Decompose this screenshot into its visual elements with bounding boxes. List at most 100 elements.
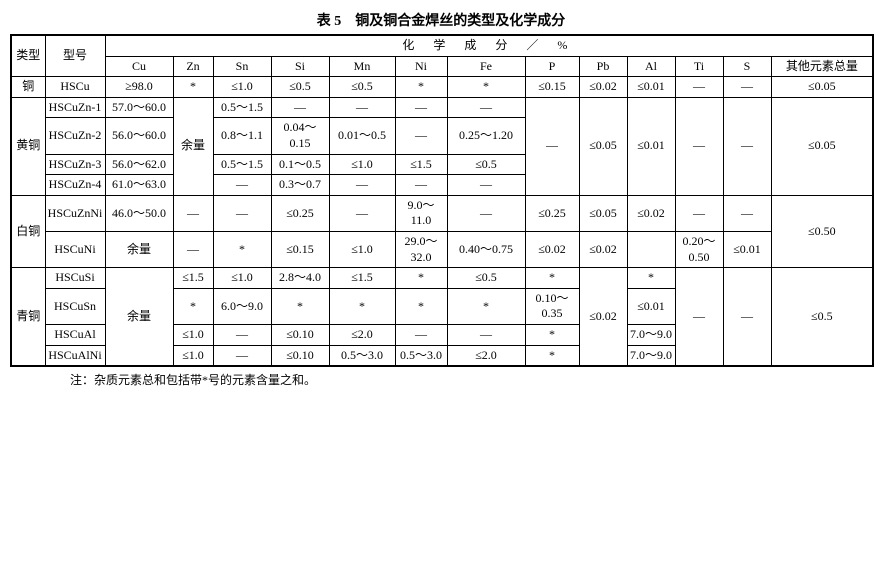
cell: — [395,175,447,196]
hdr-si: Si [271,56,329,77]
cell: 2.8～4.0 [271,268,329,289]
cell: * [173,77,213,98]
cell: ≤0.15 [525,77,579,98]
cell: ≤0.05 [771,97,873,195]
cell: HSCuSi [45,268,105,289]
cell: ≤0.01 [627,77,675,98]
cell: — [447,97,525,118]
cell: — [395,118,447,154]
cell: ≤0.05 [579,195,627,231]
cell: 0.25～1.20 [447,118,525,154]
cell: ≤0.02 [579,77,627,98]
hdr-ni: Ni [395,56,447,77]
cell: ≤0.10 [271,345,329,366]
cell: ≤1.5 [395,154,447,175]
cell: ≤0.5 [771,268,873,366]
cell: ≤1.0 [213,77,271,98]
cell: HSCuZn-4 [45,175,105,196]
cell: 56.0～62.0 [105,154,173,175]
cell: 0.5～1.5 [213,154,271,175]
cell: HSCu [45,77,105,98]
cell: * [627,268,675,289]
row-cusi: 青铜 HSCuSi 余量 ≤1.5 ≤1.0 2.8～4.0 ≤1.5 * ≤0… [11,268,873,289]
cell: 0.8～1.1 [213,118,271,154]
cell: * [525,268,579,289]
cell: 9.0～11.0 [395,195,447,231]
hdr-zn: Zn [173,56,213,77]
cat-white: 白铜 [11,195,45,267]
cell: HSCuAlNi [45,345,105,366]
cell: ≤0.01 [723,231,771,267]
hdr-other: 其他元素总量 [771,56,873,77]
cell: — [329,175,395,196]
hdr-pb: Pb [579,56,627,77]
cell: 0.10～0.35 [525,288,579,324]
cell: 29.0～32.0 [395,231,447,267]
table-note: 注：杂质元素总和包括带*号的元素含量之和。 [70,371,872,388]
cell: ≤0.5 [447,154,525,175]
cell: — [675,77,723,98]
cell: ≤0.5 [271,77,329,98]
cell: ≤1.0 [329,231,395,267]
cell: 56.0～60.0 [105,118,173,154]
composition-table: 类型 型号 化 学 成 分 ／ % Cu Zn Sn Si Mn Ni Fe P… [10,34,874,367]
hdr-cu: Cu [105,56,173,77]
cell: ≤0.25 [271,195,329,231]
hdr-al: Al [627,56,675,77]
cell: — [675,195,723,231]
cell: 0.5～3.0 [395,345,447,366]
cell: — [395,97,447,118]
cell: * [173,288,213,324]
hdr-chem: 化 学 成 分 ／ % [105,35,873,56]
cell: * [329,288,395,324]
cell: * [395,268,447,289]
hdr-fe: Fe [447,56,525,77]
cell: ≤1.0 [329,154,395,175]
cell: ≥98.0 [105,77,173,98]
cell: ≤0.5 [329,77,395,98]
hdr-sn: Sn [213,56,271,77]
cell: 0.3～0.7 [271,175,329,196]
cell: * [395,288,447,324]
cell: 余量 [105,268,173,366]
cell: — [173,231,213,267]
cell: 0.01～0.5 [329,118,395,154]
hdr-mn: Mn [329,56,395,77]
cell: — [525,97,579,195]
cell: 57.0～60.0 [105,97,173,118]
cell: 46.0～50.0 [105,195,173,231]
cell: — [723,195,771,231]
hdr-p: P [525,56,579,77]
cell: HSCuZn-1 [45,97,105,118]
cell: ≤0.05 [771,77,873,98]
row-cuni: HSCuNi 余量 — * ≤0.15 ≤1.0 29.0～32.0 0.40～… [11,231,873,267]
cell: ≤2.0 [447,345,525,366]
cell: ≤1.0 [173,345,213,366]
cell: HSCuAl [45,324,105,345]
cell: ≤0.05 [579,97,627,195]
cell: * [525,324,579,345]
cell: 61.0～63.0 [105,175,173,196]
cell: 0.20～0.50 [675,231,723,267]
cell: ≤2.0 [329,324,395,345]
cell: ≤0.01 [627,97,675,195]
cell: ≤0.10 [271,324,329,345]
cell: — [447,175,525,196]
cell: HSCuNi [45,231,105,267]
cell: ≤0.02 [579,231,627,267]
cell: * [447,77,525,98]
cell: ≤0.15 [271,231,329,267]
cat-cu: 铜 [11,77,45,98]
row-znni: 白铜 HSCuZnNi 46.0～50.0 — — ≤0.25 — 9.0～11… [11,195,873,231]
cell: ≤1.5 [173,268,213,289]
cell: 7.0～9.0 [627,324,675,345]
hdr-ti: Ti [675,56,723,77]
hdr-type: 类型 [11,35,45,77]
cell: — [395,324,447,345]
cell: 0.1～0.5 [271,154,329,175]
table-title: 表 5 铜及铜合金焊丝的类型及化学成分 [10,10,872,30]
cell: ≤0.50 [771,195,873,267]
row-hscu: 铜 HSCu ≥98.0 * ≤1.0 ≤0.5 ≤0.5 * * ≤0.15 … [11,77,873,98]
cell: 0.5～1.5 [213,97,271,118]
cell: * [525,345,579,366]
